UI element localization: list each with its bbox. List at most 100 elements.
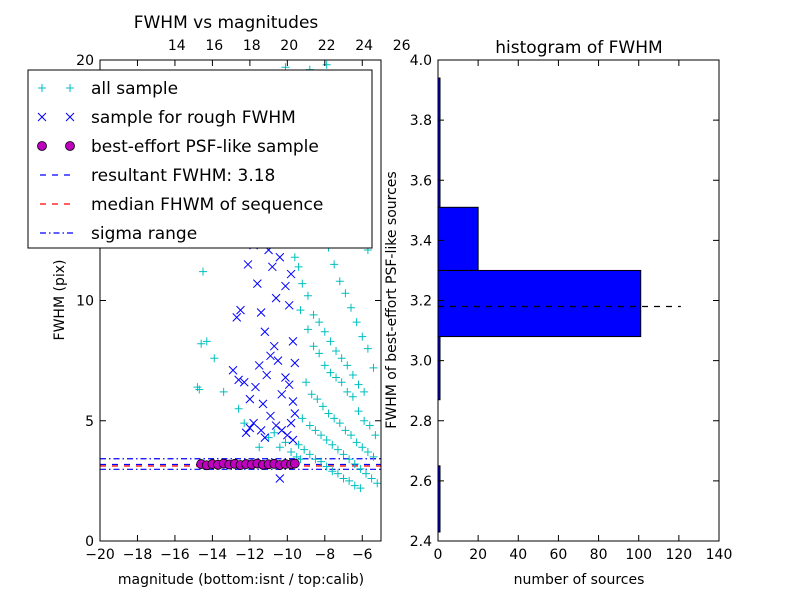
data-point-x bbox=[251, 382, 260, 392]
data-point-plus bbox=[307, 390, 316, 399]
scatter-y-label: FWHM (pix) bbox=[52, 260, 68, 341]
data-point-x bbox=[262, 370, 272, 380]
x-tick-label: 140 bbox=[706, 547, 733, 563]
data-point-plus bbox=[363, 344, 372, 353]
x-tick-label: 20 bbox=[469, 547, 487, 563]
data-point-plus bbox=[219, 387, 228, 396]
x-tick-label: 80 bbox=[590, 547, 608, 563]
data-point-x bbox=[239, 377, 249, 387]
data-point-plus bbox=[195, 385, 204, 394]
data-point-plus bbox=[309, 342, 318, 351]
data-point-plus bbox=[287, 448, 296, 457]
data-point-plus bbox=[335, 419, 344, 428]
legend-marker bbox=[38, 84, 46, 92]
data-point-plus bbox=[270, 428, 279, 437]
y-tick-label: 10 bbox=[76, 294, 94, 310]
data-point-x bbox=[290, 358, 300, 368]
data-point-plus bbox=[296, 455, 305, 464]
data-point-x bbox=[228, 365, 238, 375]
y-tick-label: 3.2 bbox=[410, 294, 432, 310]
data-point-plus bbox=[332, 373, 341, 382]
data-point-x bbox=[288, 337, 298, 346]
x-tick-label: 0 bbox=[434, 547, 443, 563]
data-point-plus bbox=[275, 443, 284, 452]
data-point-x bbox=[266, 411, 275, 421]
data-point-plus bbox=[315, 349, 324, 358]
data-point-x bbox=[282, 430, 292, 440]
data-point-plus bbox=[335, 277, 344, 286]
data-point-plus bbox=[354, 407, 363, 416]
legend-marker bbox=[65, 141, 75, 151]
top-tick-label: 18 bbox=[243, 38, 261, 54]
data-point-plus bbox=[360, 387, 369, 396]
data-point-plus bbox=[352, 438, 361, 447]
data-point-plus bbox=[318, 402, 327, 411]
data-point-x bbox=[271, 421, 281, 430]
data-point-x bbox=[288, 397, 298, 406]
data-point-plus bbox=[322, 435, 331, 444]
data-point-plus bbox=[298, 279, 307, 288]
x-tick-label: −12 bbox=[235, 547, 265, 563]
data-point-x bbox=[258, 399, 268, 409]
data-point-x bbox=[243, 260, 253, 269]
histogram-x-label: number of sources bbox=[514, 572, 645, 588]
data-point-plus bbox=[358, 332, 367, 341]
y-tick-label: 4.0 bbox=[410, 53, 432, 69]
y-tick-label: 3.6 bbox=[410, 173, 432, 189]
data-point-plus bbox=[369, 452, 378, 461]
top-tick-label: 22 bbox=[318, 38, 336, 54]
y-tick-label: 20 bbox=[76, 53, 94, 69]
data-point-x bbox=[290, 409, 300, 418]
data-point-plus bbox=[296, 306, 305, 315]
data-point-plus bbox=[240, 419, 249, 428]
data-point-plus bbox=[356, 484, 365, 493]
data-point-plus bbox=[324, 409, 333, 418]
data-point-x bbox=[254, 361, 264, 370]
legend-marker bbox=[66, 84, 74, 92]
data-point-plus bbox=[343, 361, 352, 370]
data-point-plus bbox=[358, 443, 367, 452]
data-point-plus bbox=[347, 431, 356, 440]
legend-marker bbox=[37, 141, 47, 151]
x-axis-ticks: −20 −18 −16 −14 −12 −10 −8 −6 bbox=[85, 60, 373, 563]
data-point-plus bbox=[317, 431, 326, 440]
data-point-x bbox=[277, 426, 287, 435]
data-point-x bbox=[260, 433, 270, 442]
data-point-plus bbox=[341, 289, 350, 298]
data-point-plus bbox=[294, 262, 303, 271]
data-point-x bbox=[271, 293, 281, 303]
data-point-plus bbox=[356, 464, 365, 473]
data-point-plus bbox=[320, 327, 329, 336]
data-point-plus bbox=[337, 354, 346, 363]
y-tick-label: 3.8 bbox=[410, 113, 432, 129]
data-point-plus bbox=[339, 474, 348, 483]
legend-label: best-effort PSF-like sample bbox=[91, 137, 319, 157]
scatter-title: FWHM vs magnitudes bbox=[134, 13, 319, 33]
data-point-plus bbox=[341, 426, 350, 435]
data-point-plus bbox=[360, 416, 369, 425]
legend-box bbox=[27, 69, 373, 249]
data-point-circle bbox=[289, 458, 300, 469]
data-point-plus bbox=[210, 354, 219, 363]
data-point-plus bbox=[313, 395, 322, 404]
data-point-plus bbox=[347, 303, 356, 312]
y-tick-label: 2.8 bbox=[410, 414, 432, 430]
top-tick-label: 14 bbox=[168, 38, 186, 54]
data-point-plus bbox=[309, 310, 318, 319]
data-point-plus bbox=[373, 479, 382, 488]
x-tick-label: −20 bbox=[85, 547, 115, 563]
data-point-plus bbox=[363, 448, 372, 457]
y-tick-label: 2.6 bbox=[410, 474, 432, 490]
data-point-plus bbox=[311, 455, 320, 464]
data-point-x bbox=[277, 389, 287, 399]
x-tick-label: −10 bbox=[273, 547, 303, 563]
data-point-plus bbox=[350, 460, 359, 469]
data-point-plus bbox=[300, 445, 309, 454]
data-point-plus bbox=[333, 445, 342, 454]
x-tick-label: 100 bbox=[625, 547, 652, 563]
data-point-x bbox=[286, 269, 296, 279]
data-point-plus bbox=[281, 438, 290, 447]
data-point-plus bbox=[348, 392, 357, 401]
data-point-x bbox=[241, 428, 251, 438]
data-point-x bbox=[256, 308, 266, 317]
